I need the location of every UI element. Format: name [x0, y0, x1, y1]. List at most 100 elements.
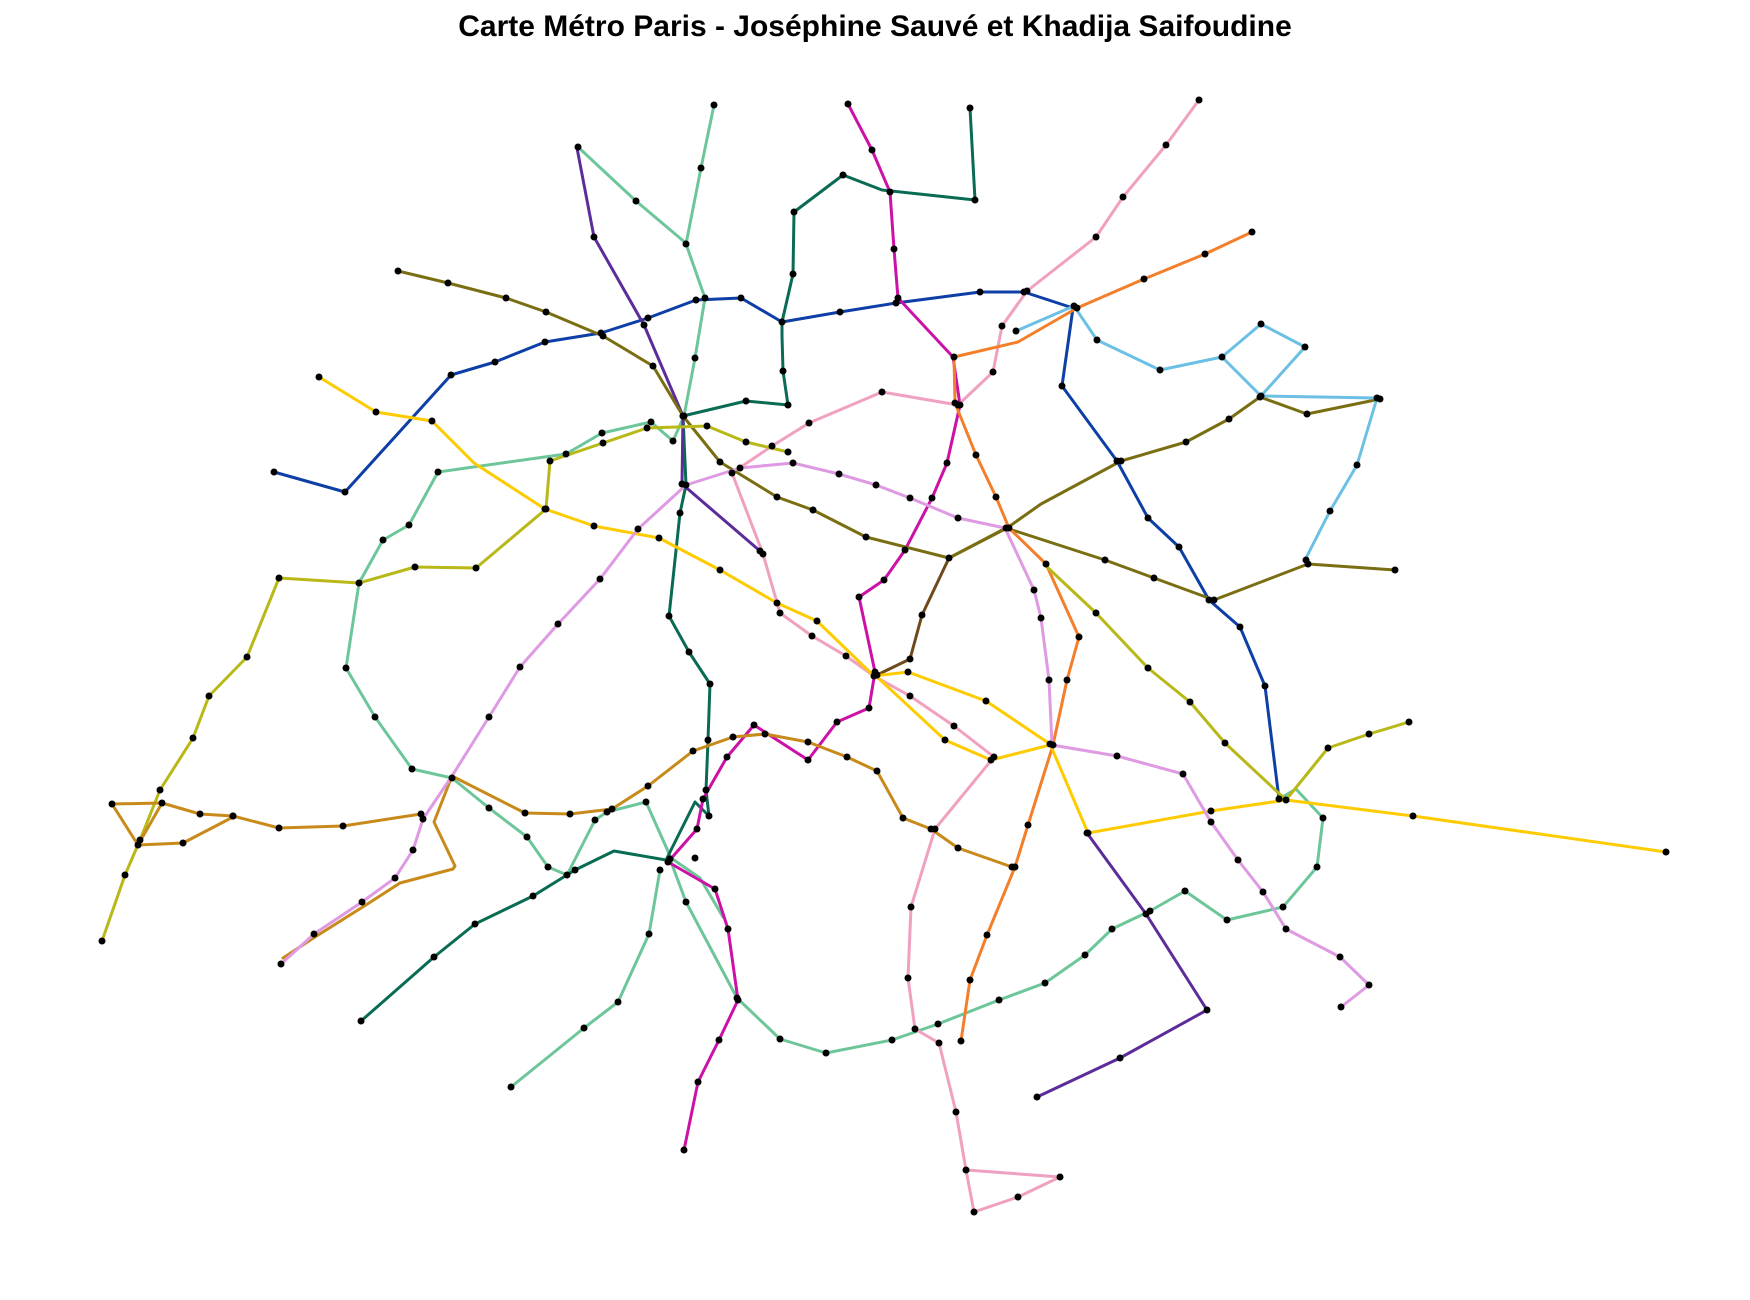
station-dot — [310, 930, 318, 938]
line-olive — [396, 269, 1397, 602]
station-dot — [566, 810, 574, 818]
station-dot — [972, 451, 980, 459]
station-dot — [906, 655, 914, 663]
station-dot — [1179, 770, 1187, 778]
station-dot — [945, 554, 953, 562]
station-dot — [699, 795, 707, 803]
station-dot — [1353, 461, 1361, 469]
station-dot — [804, 756, 812, 764]
station-dot — [1075, 633, 1083, 641]
station-dot — [1181, 887, 1189, 895]
station-dot — [640, 321, 648, 329]
station-dot — [1282, 796, 1290, 804]
station-dot — [1119, 193, 1127, 201]
station-dot — [1304, 560, 1312, 568]
station-dot — [1144, 664, 1152, 672]
station-dot — [541, 338, 549, 346]
station-dot — [1030, 586, 1038, 594]
station-dot — [928, 494, 936, 502]
station-dot — [680, 1146, 688, 1154]
line-purple — [575, 146, 762, 553]
station-dot — [995, 996, 1003, 1004]
station-dot — [411, 563, 419, 571]
station-dot — [1113, 752, 1121, 760]
station-dot — [1020, 288, 1028, 296]
station-dot — [656, 866, 664, 874]
station-dot — [358, 898, 366, 906]
station-dot — [682, 240, 690, 248]
station-dot — [1081, 951, 1089, 959]
station-dot — [685, 648, 693, 656]
line-green — [344, 103, 725, 919]
station-dot — [842, 652, 850, 660]
station-dot — [724, 925, 732, 933]
station-dot — [971, 196, 979, 204]
station-dot — [596, 575, 604, 583]
station-dot — [934, 1020, 942, 1028]
station-dot — [542, 308, 550, 316]
station-dot — [491, 358, 499, 366]
station-dot — [888, 1036, 896, 1044]
station-dot — [982, 697, 990, 705]
station-dot — [485, 804, 493, 812]
station-dot — [836, 308, 844, 316]
station-dot — [1319, 814, 1327, 822]
station-dot — [954, 401, 962, 409]
station-dot — [563, 871, 571, 879]
line-lilac — [279, 461, 1371, 1009]
station-dot — [835, 470, 843, 478]
station-dot — [643, 424, 651, 432]
station-dot — [1365, 981, 1373, 989]
station-dot — [844, 100, 852, 108]
station-dot — [275, 574, 283, 582]
station-dot — [804, 738, 812, 746]
station-dot — [408, 765, 416, 773]
station-dot — [693, 825, 701, 833]
station-dot — [1101, 556, 1109, 564]
station-dot — [742, 397, 750, 405]
station-dot — [645, 930, 653, 938]
station-dot — [692, 296, 700, 304]
station-dot — [179, 839, 187, 847]
station-dot — [789, 459, 797, 467]
station-dot — [1256, 393, 1264, 401]
line-navy — [272, 290, 1281, 801]
station-dot — [1218, 353, 1226, 361]
station-dot — [691, 354, 699, 362]
station-dot — [1041, 979, 1049, 987]
station-dot — [1056, 1173, 1064, 1181]
line-lightblue-2 — [1259, 394, 1379, 562]
station-dot — [1092, 233, 1100, 241]
station-dot — [855, 593, 863, 601]
station-dot — [379, 536, 387, 544]
station-dot — [1248, 228, 1256, 236]
station-dot — [987, 756, 995, 764]
station-dot — [904, 668, 912, 676]
station-dot — [954, 514, 962, 522]
station-dot — [270, 468, 278, 476]
station-dot — [529, 892, 537, 900]
station-dot — [1042, 560, 1050, 568]
station-dot — [342, 664, 350, 672]
line-pink-2 — [730, 471, 1062, 1214]
station-dot — [1012, 327, 1020, 335]
station-dot — [868, 146, 876, 154]
station-dot — [878, 388, 886, 396]
station-dot — [391, 874, 399, 882]
line-darkgreen — [359, 106, 977, 1023]
line-green-2 — [576, 145, 689, 246]
station-dot — [992, 493, 1000, 501]
station-dot — [205, 692, 213, 700]
station-dot — [778, 318, 786, 326]
station-dot — [544, 863, 552, 871]
station-dot — [904, 974, 912, 982]
station-dot — [1301, 343, 1309, 351]
station-dot — [485, 713, 493, 721]
station-dot — [872, 481, 880, 489]
station-dot — [542, 505, 550, 513]
station-dot — [705, 812, 713, 820]
station-dot — [608, 805, 616, 813]
station-dot — [862, 533, 870, 541]
station-dot — [134, 841, 142, 849]
station-dot — [676, 509, 684, 517]
